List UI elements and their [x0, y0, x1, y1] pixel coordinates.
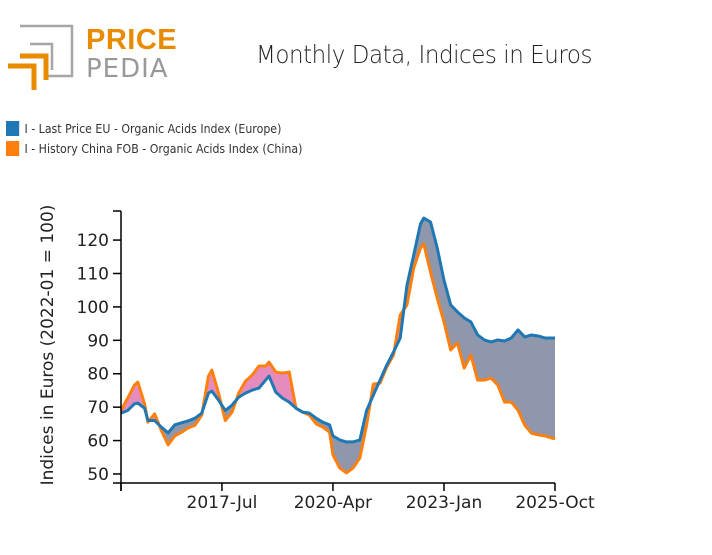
- legend-swatch-europe: [6, 120, 20, 136]
- pricepedia-logo: PRICE PEDIA: [8, 22, 177, 94]
- x-tick-label: 2017-Jul: [187, 493, 258, 513]
- fill-between-areas: [121, 218, 555, 473]
- axes: 50 60 70 80 90 100 110 120 2017-Jul 2020-Apr 2023…: [77, 210, 595, 513]
- legend-item-europe[interactable]: I - Last Price EU - Organic Acids Index …: [6, 118, 302, 138]
- y-tick-label: 60: [87, 432, 109, 452]
- chart-title: Monthly Data, Indices in Euros: [256, 40, 592, 69]
- x-tick-label: 2020-Apr: [294, 493, 372, 513]
- y-tick-label: 120: [77, 231, 109, 251]
- logo-text-price: PRICE: [86, 24, 178, 56]
- y-tick-label: 80: [87, 365, 109, 385]
- series-line-china: [119, 242, 556, 475]
- fill-europe-above: [159, 411, 203, 445]
- logo-mark-icon: [8, 24, 74, 90]
- y-tick-label: 90: [87, 331, 109, 351]
- legend: I - Last Price EU - Organic Acids Index …: [6, 118, 343, 158]
- y-tick-label: 50: [87, 465, 109, 485]
- legend-label-china: I - History China FOB - Organic Acids In…: [24, 140, 303, 156]
- logo-text-pedia: PEDIA: [86, 54, 169, 84]
- legend-label-europe: I - Last Price EU - Organic Acids Index …: [24, 120, 282, 136]
- y-ticks: 50 60 70 80 90 100 110 120: [77, 210, 121, 485]
- x-tick-label: 2025-Oct: [515, 493, 595, 513]
- y-tick-label: 100: [77, 298, 109, 318]
- y-axis-title: Indices in Euros (2022-01 = 100): [38, 205, 58, 486]
- x-ticks: 2017-Jul 2020-Apr 2023-Jan 2025-Oct: [120, 483, 595, 513]
- y-tick-label: 70: [87, 398, 109, 418]
- legend-swatch-china: [6, 140, 20, 156]
- legend-item-china[interactable]: I - History China FOB - Organic Acids In…: [6, 138, 302, 158]
- series-line-europe: [120, 216, 555, 444]
- series-lines: [119, 216, 556, 475]
- y-tick-label: 110: [77, 264, 109, 284]
- x-tick-label: 2023-Jan: [406, 493, 483, 513]
